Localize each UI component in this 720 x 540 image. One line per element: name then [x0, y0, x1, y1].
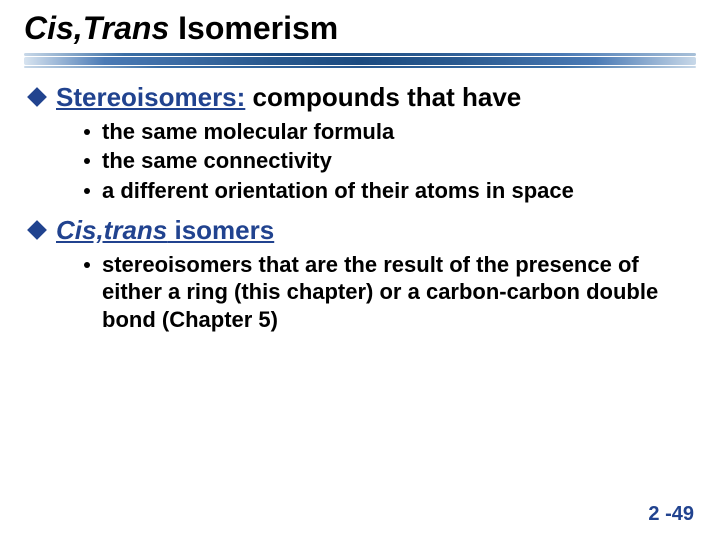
sub-text: a different orientation of their atoms i… — [102, 177, 574, 205]
list-item: the same molecular formula — [84, 118, 696, 146]
sub-bullets: the same molecular formula the same conn… — [30, 118, 696, 205]
slide: Cis,Trans Isomerism Stereoisomers: compo… — [0, 0, 720, 540]
sub-bullets: stereoisomers that are the result of the… — [30, 251, 696, 334]
bullet-text: Stereoisomers: compounds that have — [56, 81, 521, 114]
list-item: the same connectivity — [84, 147, 696, 175]
page-number: 2 -49 — [648, 503, 694, 526]
dot-icon — [84, 129, 90, 135]
sub-text: the same connectivity — [102, 147, 332, 175]
sub-text: stereoisomers that are the result of the… — [102, 251, 696, 334]
bullet-cistrans: Cis,trans isomers — [30, 214, 696, 247]
dot-icon — [84, 188, 90, 194]
slide-title: Cis,Trans Isomerism — [24, 10, 696, 53]
term: Stereoisomers: — [56, 82, 245, 112]
title-underline — [24, 53, 696, 67]
term-rest: isomers — [167, 215, 274, 245]
dot-icon — [84, 262, 90, 268]
diamond-icon — [27, 220, 47, 240]
term: Cis,trans — [56, 215, 167, 245]
diamond-icon — [27, 87, 47, 107]
list-item: stereoisomers that are the result of the… — [84, 251, 696, 334]
term-rest: compounds that have — [245, 82, 521, 112]
sub-text: the same molecular formula — [102, 118, 394, 146]
content: Stereoisomers: compounds that have the s… — [24, 81, 696, 333]
title-rest: Isomerism — [169, 10, 338, 46]
title-italic: Cis,Trans — [24, 10, 169, 46]
bullet-stereoisomers: Stereoisomers: compounds that have — [30, 81, 696, 114]
list-item: a different orientation of their atoms i… — [84, 177, 696, 205]
dot-icon — [84, 158, 90, 164]
bullet-text: Cis,trans isomers — [56, 214, 274, 247]
